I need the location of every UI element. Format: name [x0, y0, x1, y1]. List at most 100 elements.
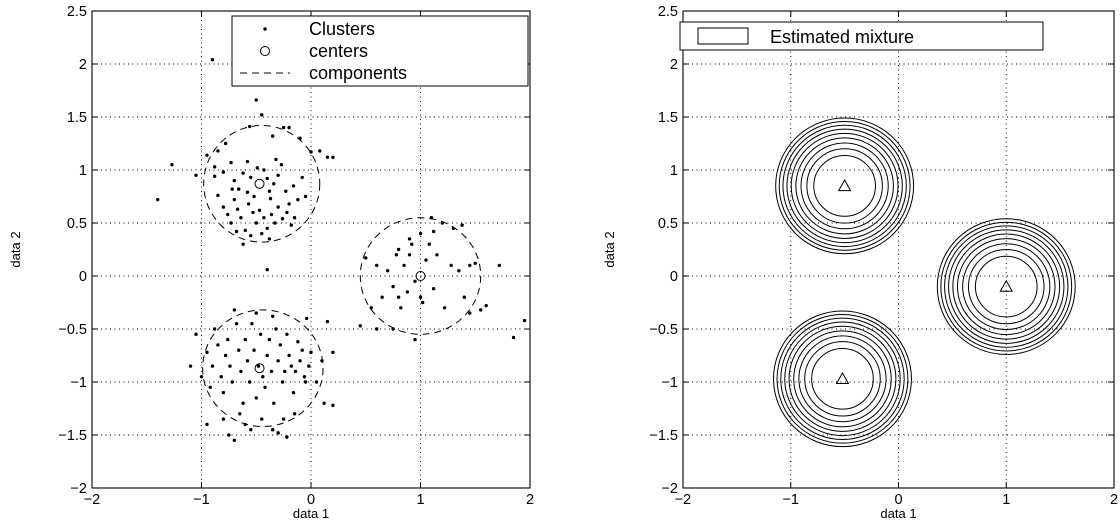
cluster-point: [279, 163, 284, 167]
cluster-point: [364, 256, 368, 260]
cluster-point: [460, 223, 464, 227]
cluster-point: [300, 175, 304, 180]
contour-level: [811, 347, 874, 410]
cluster-point: [270, 134, 275, 138]
legend-center-marker: [260, 46, 270, 56]
cluster-point: [318, 149, 322, 153]
mixture-component-contours: [773, 310, 912, 448]
contour-level: [936, 218, 1076, 355]
y-tick-label: −2: [70, 481, 87, 497]
cluster-point: [170, 163, 174, 167]
cluster-point: [473, 261, 477, 265]
cluster-point: [232, 438, 237, 442]
cluster-point: [243, 337, 247, 342]
cluster-point: [229, 160, 233, 165]
cluster-point: [241, 401, 245, 405]
component-ellipse: [359, 217, 482, 335]
cluster-point: [281, 125, 286, 130]
x-tick-label: 2: [526, 492, 534, 508]
cluster-point: [258, 332, 263, 336]
cluster-point: [223, 141, 228, 146]
y-axis-label: data 2: [8, 231, 23, 267]
y-tick-label: −1.5: [58, 428, 87, 444]
contour-level: [944, 225, 1069, 348]
component-ellipse: [202, 309, 324, 428]
legend-box: [679, 21, 1044, 51]
left-scatter-panel: −2 −1 0 1 2 −2 −1.5 −1 −0.5 0 0.5 1 1.5 2 2.5 data 1 dat…: [8, 4, 534, 521]
cluster-point: [241, 171, 245, 175]
cluster-point: [276, 205, 280, 209]
y-tick-label: 0.5: [658, 216, 678, 232]
cluster-point: [302, 375, 307, 379]
cluster-point: [262, 168, 266, 172]
cluster-point: [431, 229, 436, 234]
cluster-point: [210, 58, 215, 62]
cluster-point: [468, 263, 472, 268]
cluster-point: [410, 242, 414, 246]
cluster-point: [418, 295, 423, 299]
cluster-point: [263, 385, 267, 389]
cluster-point: [287, 353, 291, 358]
cluster-point: [289, 223, 293, 227]
cluster-point: [237, 348, 241, 352]
cluster-point: [270, 428, 275, 432]
cluster-point: [226, 337, 230, 342]
cluster-point: [265, 226, 269, 230]
contour-level: [835, 371, 850, 384]
cluster-point: [257, 208, 262, 212]
cluster-point: [375, 327, 379, 331]
y-tick-label: −1: [70, 375, 87, 391]
contour-level: [813, 155, 876, 217]
contour-level: [775, 117, 915, 255]
cluster-point: [331, 350, 335, 355]
cluster-point: [385, 269, 390, 273]
contour-level: [778, 121, 911, 251]
cluster-point: [247, 124, 252, 129]
cluster-point: [254, 311, 258, 315]
cluster-point: [249, 234, 253, 238]
cluster-point: [303, 194, 308, 199]
contour-level: [790, 132, 899, 239]
cluster-point: [227, 433, 231, 437]
cluster-point: [256, 364, 261, 368]
mixture-component-contours: [775, 117, 915, 255]
cluster-point: [232, 308, 237, 312]
cluster-point: [241, 242, 245, 246]
cluster-point: [254, 396, 258, 400]
contour-level: [784, 321, 901, 437]
cluster-point: [221, 390, 226, 395]
cluster-point: [261, 375, 265, 379]
cluster-point: [314, 380, 319, 384]
cluster-point: [265, 267, 269, 272]
cluster-point: [219, 375, 223, 379]
cluster-point: [237, 187, 241, 191]
cluster-point: [405, 290, 410, 294]
cluster-point: [254, 221, 258, 225]
cluster-point: [246, 202, 251, 206]
cluster-point: [281, 417, 286, 421]
cluster-point: [262, 216, 266, 220]
contour-level: [806, 148, 883, 224]
x-tick-label: 0: [894, 492, 902, 508]
cluster-point: [285, 435, 289, 439]
cluster-point: [303, 380, 308, 384]
y-tick-label: 2: [670, 57, 678, 73]
x-tick-label: 1: [416, 492, 424, 508]
cluster-point: [307, 364, 311, 368]
cluster-point: [285, 210, 289, 215]
cluster-point: [216, 193, 220, 198]
cluster-point: [413, 279, 417, 283]
contour-level: [967, 248, 1045, 325]
cluster-point: [234, 322, 239, 326]
cluster-point: [249, 428, 253, 432]
y-tick-label: −0.5: [649, 322, 678, 338]
cluster-point: [250, 322, 254, 326]
contour-level: [804, 341, 881, 417]
cluster-point: [457, 269, 461, 273]
x-tick-label: −1: [193, 492, 210, 508]
y-tick-label: 0: [79, 269, 87, 285]
cluster-point: [325, 319, 330, 324]
cluster-point: [358, 324, 362, 328]
contour-level: [782, 124, 907, 248]
cluster-point: [522, 318, 527, 323]
